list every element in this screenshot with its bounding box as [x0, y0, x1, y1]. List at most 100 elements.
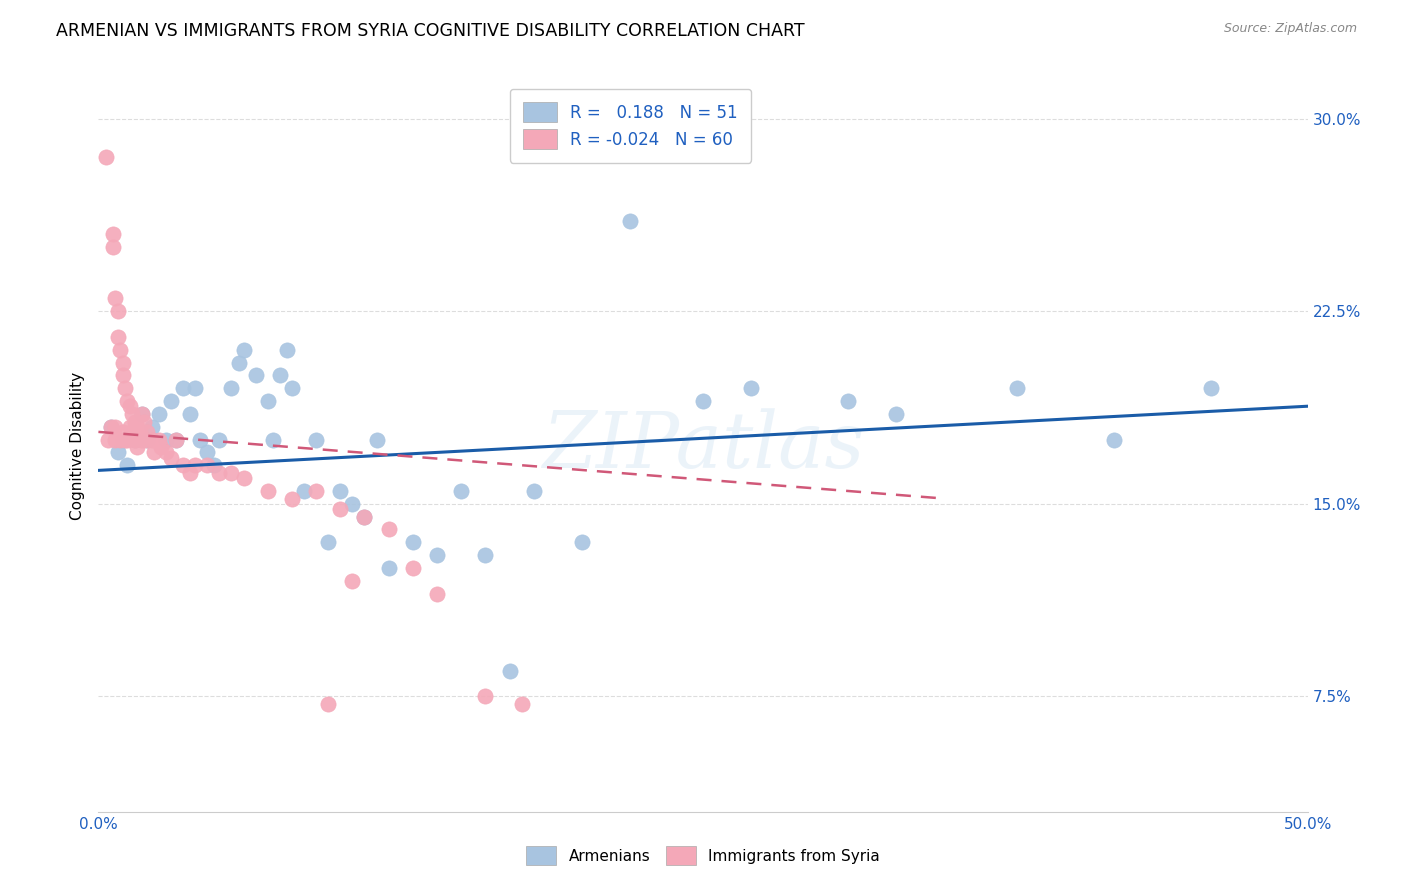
Point — [262, 433, 284, 447]
Point — [94, 150, 117, 164]
Point — [221, 466, 243, 480]
Point — [221, 381, 243, 395]
Point — [135, 433, 157, 447]
Point — [329, 501, 352, 516]
Point — [1199, 381, 1222, 395]
Point — [498, 664, 520, 678]
Point — [160, 450, 183, 465]
Point — [184, 458, 207, 473]
Point — [148, 433, 170, 447]
Point — [97, 433, 120, 447]
Text: ZIPatlas: ZIPatlas — [541, 408, 865, 484]
Point — [305, 433, 328, 447]
Point — [100, 419, 122, 434]
Point — [232, 471, 254, 485]
Legend: Armenians, Immigrants from Syria: Armenians, Immigrants from Syria — [520, 840, 886, 871]
Point — [118, 399, 141, 413]
Point — [571, 535, 593, 549]
Point — [523, 483, 546, 498]
Point — [101, 227, 124, 242]
Point — [108, 433, 131, 447]
Point — [127, 419, 149, 434]
Point — [184, 381, 207, 395]
Point — [104, 419, 127, 434]
Point — [107, 304, 129, 318]
Point — [276, 343, 298, 357]
Point — [281, 491, 304, 506]
Point — [104, 292, 127, 306]
Point — [377, 523, 399, 537]
Point — [281, 381, 304, 395]
Point — [366, 433, 388, 447]
Point — [305, 483, 328, 498]
Point — [402, 535, 425, 549]
Point — [131, 407, 153, 421]
Point — [155, 445, 177, 459]
Point — [114, 433, 136, 447]
Point — [353, 509, 375, 524]
Point — [131, 433, 153, 447]
Point — [128, 425, 150, 439]
Point — [228, 355, 250, 369]
Point — [619, 214, 641, 228]
Point — [135, 433, 157, 447]
Legend: R =   0.188   N = 51, R = -0.024   N = 60: R = 0.188 N = 51, R = -0.024 N = 60 — [510, 88, 751, 162]
Point — [195, 458, 218, 473]
Point — [232, 343, 254, 357]
Point — [114, 381, 136, 395]
Text: ARMENIAN VS IMMIGRANTS FROM SYRIA COGNITIVE DISABILITY CORRELATION CHART: ARMENIAN VS IMMIGRANTS FROM SYRIA COGNIT… — [56, 22, 804, 40]
Point — [111, 433, 134, 447]
Point — [121, 425, 143, 439]
Y-axis label: Cognitive Disability: Cognitive Disability — [69, 372, 84, 520]
Point — [117, 433, 139, 447]
Point — [143, 445, 166, 459]
Point — [172, 458, 194, 473]
Point — [118, 419, 141, 434]
Point — [316, 697, 339, 711]
Point — [342, 574, 364, 588]
Point — [101, 240, 124, 254]
Point — [124, 415, 146, 429]
Point — [740, 381, 762, 395]
Point — [245, 368, 267, 383]
Point — [165, 433, 187, 447]
Point — [402, 561, 425, 575]
Point — [107, 330, 129, 344]
Point — [188, 433, 211, 447]
Text: Source: ZipAtlas.com: Source: ZipAtlas.com — [1223, 22, 1357, 36]
Point — [426, 586, 449, 600]
Point — [256, 394, 278, 409]
Point — [256, 483, 278, 498]
Point — [117, 458, 139, 473]
Point — [100, 419, 122, 434]
Point — [111, 425, 134, 439]
Point — [165, 433, 187, 447]
Point — [1102, 433, 1125, 447]
Point — [150, 440, 173, 454]
Point — [135, 425, 157, 439]
Point — [269, 368, 291, 383]
Point — [426, 548, 449, 562]
Point — [208, 433, 231, 447]
Point — [104, 433, 127, 447]
Point — [510, 697, 533, 711]
Point — [353, 509, 375, 524]
Point — [111, 355, 134, 369]
Point — [837, 394, 859, 409]
Point — [377, 561, 399, 575]
Point — [179, 407, 201, 421]
Point — [329, 483, 352, 498]
Point — [124, 433, 146, 447]
Point — [1007, 381, 1029, 395]
Point — [107, 445, 129, 459]
Point — [117, 394, 139, 409]
Point — [474, 548, 496, 562]
Point — [155, 433, 177, 447]
Point — [141, 419, 163, 434]
Point — [208, 466, 231, 480]
Point — [131, 407, 153, 421]
Point — [292, 483, 315, 498]
Point — [160, 394, 183, 409]
Point — [342, 497, 364, 511]
Point — [450, 483, 472, 498]
